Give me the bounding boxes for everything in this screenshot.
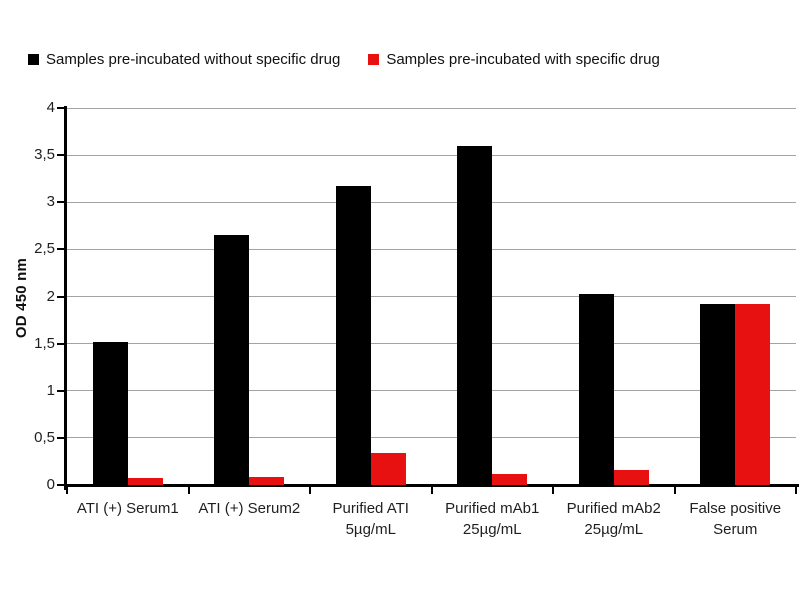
y-tick-label: 2 [46,287,55,305]
x-axis-tick [309,487,311,494]
x-axis-line [64,484,799,487]
x-category-label-line: Serum [713,521,758,538]
legend-swatch-red-icon [368,54,380,65]
y-axis-tick [57,248,67,251]
x-category-label: Purified mAb1 25µg/mL [432,498,554,540]
bar-series0-cat4 [578,293,614,485]
x-axis-tick [673,487,676,494]
x-category-label-line: Purified mAb2 [566,500,661,517]
y-tick-label: 4 [46,99,55,116]
x-category-label: Purified mAb2 25µg/mL [553,498,675,540]
x-category-label-line: ATI (+) Serum2 [198,500,301,517]
x-axis-tick [187,487,190,494]
x-category-label-line: ATI (+) Serum1 [76,500,179,517]
y-tick-label: 1 [46,381,55,399]
legend-label-without-drug: Samples pre-incubated without specific d… [46,51,341,68]
bar-series0-cat0 [92,341,128,485]
y-axis-tick [57,484,67,486]
legend-label-with-drug: Samples pre-incubated with specific drug [386,51,660,68]
bar-series1-cat5 [735,304,771,485]
y-axis-line [64,106,67,490]
bar-series0-cat1 [214,235,250,485]
gridline [67,154,796,156]
gridline [67,296,796,297]
x-axis-tick [552,487,554,494]
x-axis-tick [66,487,68,494]
x-category-label-line: 5µg/mL [345,521,396,538]
y-tick-label: 0,5 [34,428,55,446]
bar-series1-cat4 [613,469,649,485]
y-tick-label: 3,5 [34,146,55,164]
bar-series0-cat5 [700,304,736,485]
x-category-label-line: 25µg/mL [584,521,644,538]
y-tick-label: 3 [46,193,55,211]
x-category-label-line: False positive [689,500,782,517]
x-category-label: ATI (+) Serum1 [67,498,189,519]
bar-series0-cat3 [457,145,493,485]
y-axis-tick [57,154,67,157]
x-category-label-line: Purified ATI [332,500,409,517]
y-axis-tick [57,342,67,345]
legend-swatch-black-icon [28,54,39,65]
bar-series0-cat2 [335,186,371,485]
x-axis-tick [430,487,433,494]
gridline [67,201,796,203]
x-category-label: Purified ATI 5µg/mL [310,498,432,540]
gridline [67,107,796,109]
bar-series1-cat2 [370,452,406,485]
y-axis-tick [57,389,67,392]
gridline [67,343,796,345]
gridline [67,437,796,439]
y-tick-label: 0 [46,476,55,493]
gridline [67,390,796,392]
y-axis-tick [57,107,67,109]
chart-legend: Samples pre-incubated without specific d… [28,51,660,68]
gridline [67,248,796,250]
bar-series1-cat3 [492,473,528,485]
bar-series1-cat1 [249,477,285,485]
y-axis-tick [57,201,67,204]
y-axis-tick [57,295,67,298]
y-axis-tick [57,436,67,439]
x-axis-tick [795,487,797,494]
legend-item-without-drug: Samples pre-incubated without specific d… [28,51,340,68]
x-category-label: ATI (+) Serum2 [189,498,311,519]
x-category-label: False positive Serum [675,498,797,540]
legend-item-with-drug: Samples pre-incubated with specific drug [368,51,660,68]
bar-series1-cat0 [127,478,163,485]
y-tick-label: 2,5 [34,240,55,258]
y-tick-label: 1,5 [34,334,55,352]
x-category-label-line: Purified mAb1 [445,500,540,517]
x-category-label-line: 25µg/mL [462,521,522,538]
